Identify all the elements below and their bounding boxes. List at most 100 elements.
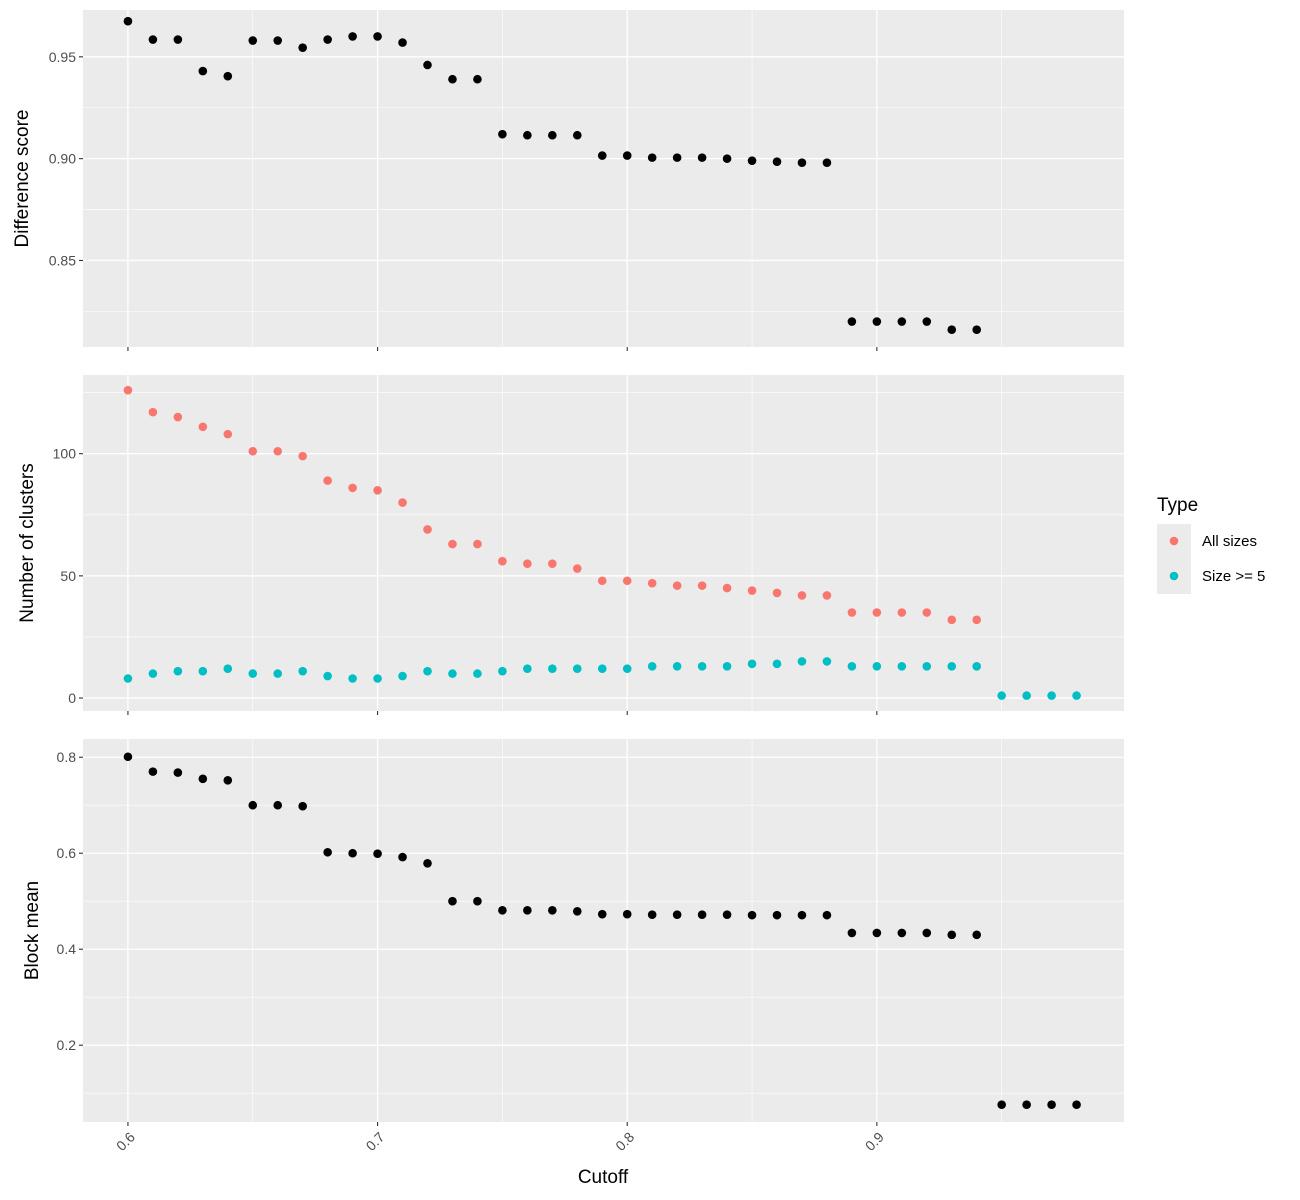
data-point	[198, 774, 208, 784]
data-point	[348, 674, 357, 683]
data-point	[822, 910, 832, 920]
x-tick-label: 0.8	[612, 1129, 637, 1154]
data-point	[947, 615, 957, 625]
data-point	[697, 581, 707, 590]
x-axis-title: Cutoff	[578, 1167, 629, 1188]
data-point	[548, 559, 557, 568]
data-point	[697, 661, 707, 671]
data-point	[248, 446, 258, 456]
data-point	[173, 666, 183, 676]
data-point	[772, 910, 782, 920]
data-point	[148, 407, 158, 417]
data-point	[398, 671, 407, 681]
data-point	[747, 910, 757, 920]
data-point	[198, 666, 208, 676]
data-point	[323, 476, 332, 485]
y-tick-label: 0.4	[57, 941, 77, 957]
data-point	[548, 664, 557, 674]
data-point	[298, 43, 307, 52]
data-point	[622, 909, 632, 919]
data-point	[273, 669, 283, 678]
data-point	[1022, 691, 1031, 700]
data-point	[572, 564, 582, 573]
data-point	[198, 422, 208, 432]
y-tick-label: 0.85	[49, 252, 76, 268]
legend-items: All sizes Size >= 5	[1169, 533, 1265, 585]
data-point	[473, 896, 482, 906]
legend-title: Type	[1157, 495, 1198, 516]
y-axis-title: Block mean	[22, 881, 43, 980]
panel-1: 0.85 0.90 0.95 Difference score	[12, 10, 1124, 351]
data-point	[223, 429, 233, 439]
y-tick-label: 0	[68, 690, 76, 706]
data-point	[548, 906, 557, 915]
y-tick-label: 0.8	[57, 749, 77, 765]
data-point	[323, 847, 332, 857]
data-point	[897, 317, 907, 326]
data-point	[647, 910, 657, 919]
data-point	[797, 657, 807, 666]
data-point	[622, 664, 632, 674]
legend-label: Size >= 5	[1202, 568, 1265, 585]
data-point	[123, 674, 133, 683]
series-1	[123, 16, 982, 334]
data-point	[298, 666, 307, 676]
data-point	[348, 483, 357, 493]
data-point	[123, 385, 133, 395]
data-point	[872, 928, 882, 938]
data-point	[548, 130, 557, 140]
data-point	[498, 556, 507, 566]
data-point	[398, 852, 407, 862]
data-point	[248, 669, 258, 678]
data-point	[373, 674, 382, 683]
data-point	[647, 661, 657, 671]
data-point	[273, 800, 283, 810]
data-point	[597, 664, 607, 674]
data-point	[997, 1100, 1006, 1110]
data-point	[922, 608, 932, 617]
data-point	[872, 661, 882, 671]
data-point	[747, 659, 757, 669]
data-point	[1047, 1100, 1056, 1110]
data-point	[672, 581, 682, 590]
data-point	[373, 486, 382, 495]
data-point	[523, 664, 532, 674]
series-1	[123, 752, 1081, 1110]
data-point	[572, 907, 582, 916]
data-point	[747, 586, 757, 595]
panel-3: 0.2 0.4 0.6 0.8 Block mean	[22, 739, 1124, 1126]
data-point	[1072, 1100, 1081, 1110]
data-point	[947, 930, 957, 940]
data-point	[373, 849, 382, 859]
data-point	[448, 896, 457, 906]
series-1	[123, 385, 982, 625]
data-point	[672, 661, 682, 671]
data-point	[822, 158, 832, 168]
data-point	[448, 669, 457, 678]
data-point	[498, 906, 507, 915]
data-point	[897, 928, 907, 938]
data-point	[448, 74, 457, 84]
panel-background	[83, 10, 1124, 347]
data-point	[847, 608, 857, 617]
data-point	[597, 909, 607, 919]
data-point	[847, 661, 857, 671]
panel-background	[83, 375, 1124, 711]
data-point	[647, 153, 657, 162]
data-point	[797, 910, 807, 920]
data-point	[972, 930, 982, 940]
data-point	[622, 151, 632, 160]
data-point	[1072, 691, 1081, 700]
data-point	[473, 539, 482, 549]
data-point	[672, 153, 682, 162]
data-point	[298, 801, 307, 811]
data-point	[348, 848, 357, 858]
data-point	[622, 576, 632, 586]
data-point	[922, 317, 932, 326]
data-point	[897, 661, 907, 671]
y-tick-label: 0.95	[49, 49, 76, 65]
data-point	[148, 767, 158, 776]
legend-key	[1169, 571, 1179, 581]
y-axis-title: Difference score	[12, 110, 33, 248]
